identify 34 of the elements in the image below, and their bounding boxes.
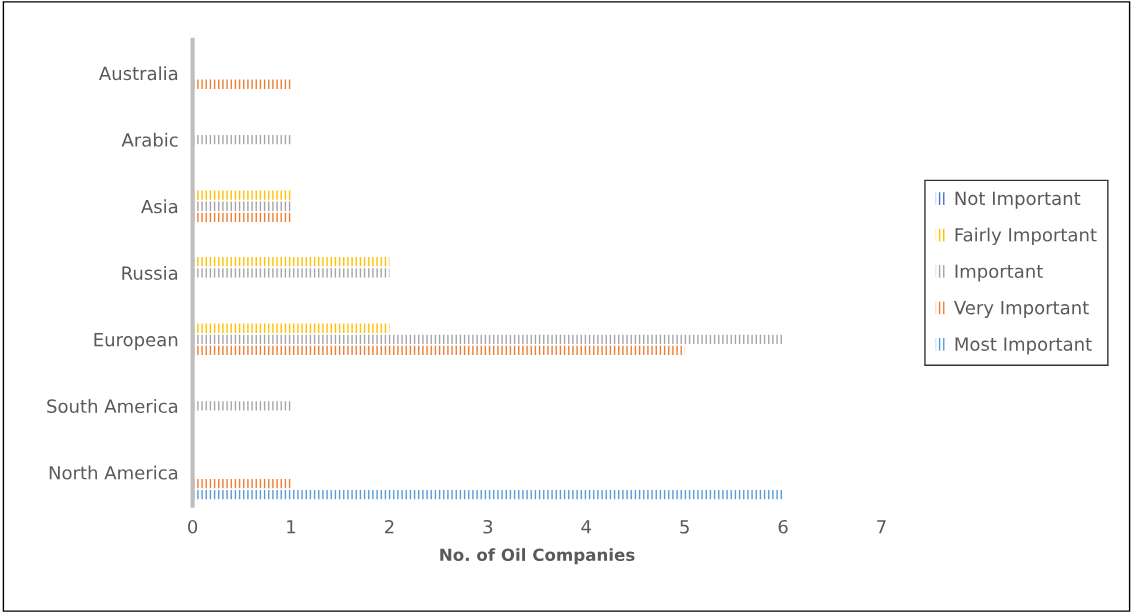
x-tick-label: 0 <box>188 519 198 534</box>
legend-label: Most Important <box>955 337 1092 355</box>
y-tick-label: European <box>94 333 178 350</box>
y-tick-label: Arabic <box>121 132 178 147</box>
y-tick-label: South America <box>47 399 178 414</box>
y-tick-label: Australia <box>99 66 178 81</box>
bar <box>192 345 685 356</box>
y-tick-label: Russia <box>122 265 178 280</box>
x-tick-label: 7 <box>877 520 886 534</box>
bar <box>192 190 292 200</box>
bar <box>192 334 784 344</box>
x-tick-label: 4 <box>581 520 591 534</box>
bar <box>192 490 784 500</box>
x-tick-label: 5 <box>680 520 689 534</box>
legend-label: Not Important <box>955 191 1081 209</box>
x-axis-title: No. of Oil Companies <box>440 548 635 565</box>
x-tick-label: 3 <box>483 519 493 534</box>
bar <box>192 268 390 278</box>
bar <box>192 257 390 267</box>
legend-label: Fairly Important <box>955 227 1097 246</box>
bar <box>192 79 292 89</box>
y-tick-label: Asia <box>141 199 178 214</box>
legend-label: Very Important <box>953 301 1089 318</box>
bar <box>192 401 292 411</box>
x-tick-label: 1 <box>287 520 296 534</box>
legend-label: Important <box>955 264 1043 282</box>
x-tick-label: 2 <box>385 519 394 534</box>
x-tick-label: 6 <box>778 519 788 534</box>
y-tick-label: North America <box>49 465 178 480</box>
bar <box>192 478 292 489</box>
bar <box>192 212 292 222</box>
bar <box>192 135 292 145</box>
bar <box>192 201 292 211</box>
bar <box>192 323 390 333</box>
